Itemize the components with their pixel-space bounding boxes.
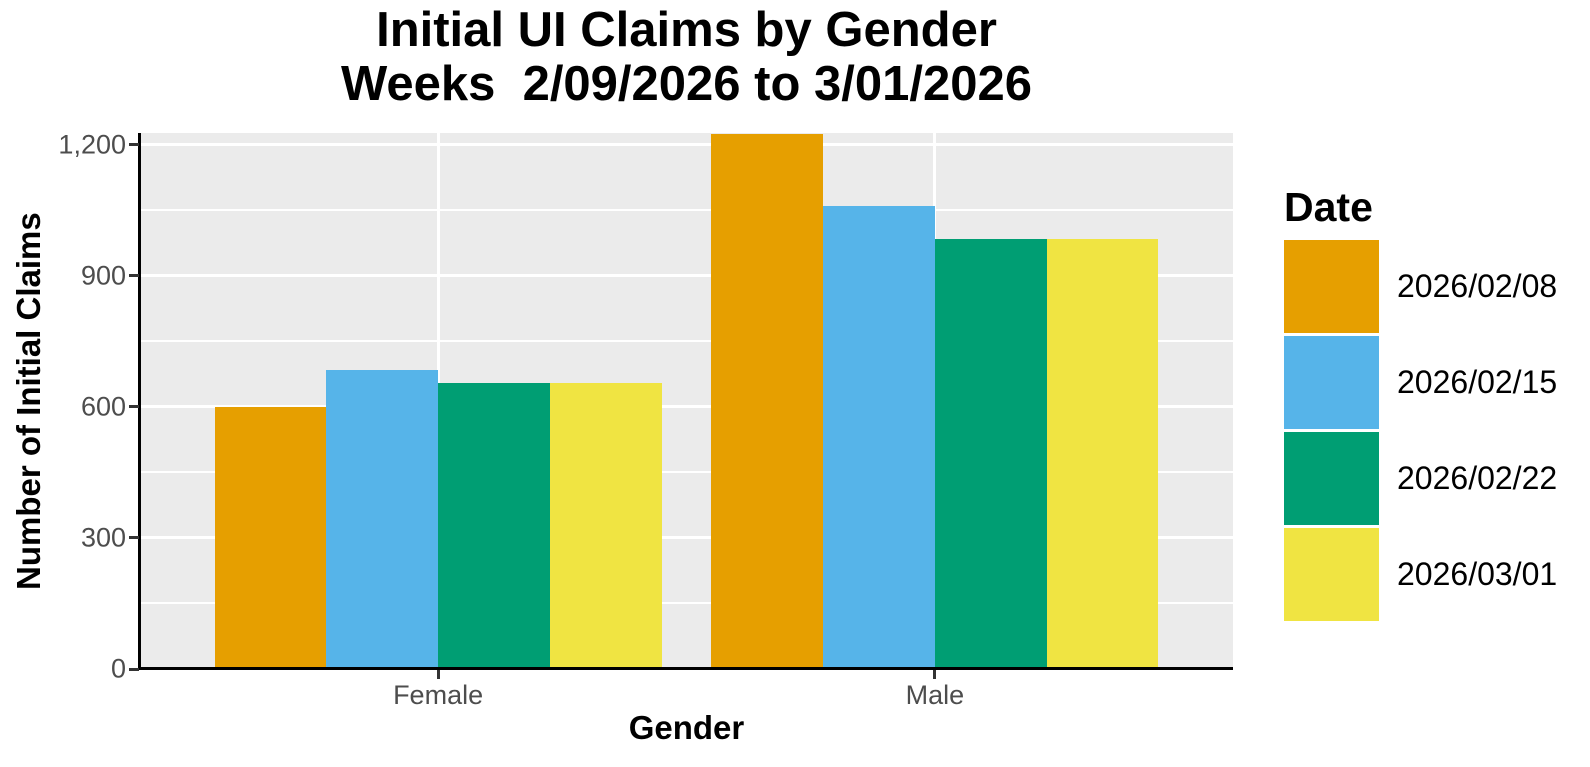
x-tick-label-female: Female [393, 680, 484, 710]
x-tick-male [933, 670, 937, 679]
y-tick-900 [129, 274, 139, 278]
y-tick-label-900: 900 [80, 260, 126, 291]
chart-title-line2: Weeks 2/09/2026 to 3/01/2026 [340, 57, 1033, 111]
major-gridline-900 [140, 274, 1233, 278]
y-tick-label-300: 300 [80, 522, 126, 553]
y-axis-line [138, 133, 141, 670]
legend-key-swatch-2026-03-01 [1284, 528, 1379, 621]
y-tick-label-0: 0 [110, 653, 126, 684]
legend-key-swatch-2026-02-22 [1284, 432, 1379, 525]
major-gridline-1200 [140, 143, 1233, 147]
bar-female-2026-02-08 [214, 406, 327, 669]
bar-male-2026-02-15 [823, 205, 935, 669]
bar-female-2026-02-15 [326, 369, 439, 669]
major-gridline-600 [140, 405, 1233, 409]
x-tick-female [436, 670, 440, 679]
x-axis-title: Gender [628, 709, 745, 746]
legend-key-swatch-2026-02-08 [1284, 240, 1379, 333]
legend-item-2026-03-01: 2026/03/01 [1284, 528, 1557, 621]
y-tick-600 [129, 405, 139, 409]
minor-gridline-150 [140, 602, 1233, 605]
y-tick-label-600: 600 [80, 391, 126, 422]
legend-item-label: 2026/02/08 [1397, 268, 1558, 304]
chart-title: Initial UI Claims by Gender Weeks 2/09/2… [0, 3, 1373, 111]
x-tick-label-male: Male [905, 680, 965, 710]
plot-panel [140, 133, 1233, 669]
bar-male-2026-02-08 [711, 133, 824, 669]
legend-item-label: 2026/02/22 [1397, 460, 1558, 496]
y-tick-0 [129, 667, 139, 671]
legend: 2026/02/08 2026/02/15 2026/02/22 2026/03/01 [1284, 240, 1557, 624]
legend-item-label: 2026/03/01 [1397, 556, 1558, 592]
minor-gridline-450 [140, 471, 1233, 474]
bar-female-2026-02-22 [438, 382, 550, 669]
bar-male-2026-03-01 [1046, 238, 1159, 669]
major-gridline-300 [140, 536, 1233, 540]
bar-male-2026-02-22 [934, 238, 1047, 669]
x-axis-line [138, 667, 1233, 670]
legend-key-swatch-2026-02-15 [1284, 336, 1379, 429]
y-tick-300 [129, 536, 139, 540]
chart-title-line1: Initial UI Claims by Gender [376, 3, 997, 57]
legend-item-label: 2026/02/15 [1397, 364, 1558, 400]
legend-item-2026-02-15: 2026/02/15 [1284, 336, 1557, 429]
y-tick-label-1200: 1,200 [58, 129, 126, 160]
bar-female-2026-03-01 [549, 382, 662, 669]
y-tick-1200 [129, 143, 139, 147]
legend-title: Date [1284, 184, 1373, 230]
minor-gridline-1050 [140, 209, 1233, 212]
minor-gridline-750 [140, 340, 1233, 343]
legend-item-2026-02-08: 2026/02/08 [1284, 240, 1557, 333]
legend-item-2026-02-22: 2026/02/22 [1284, 432, 1557, 525]
